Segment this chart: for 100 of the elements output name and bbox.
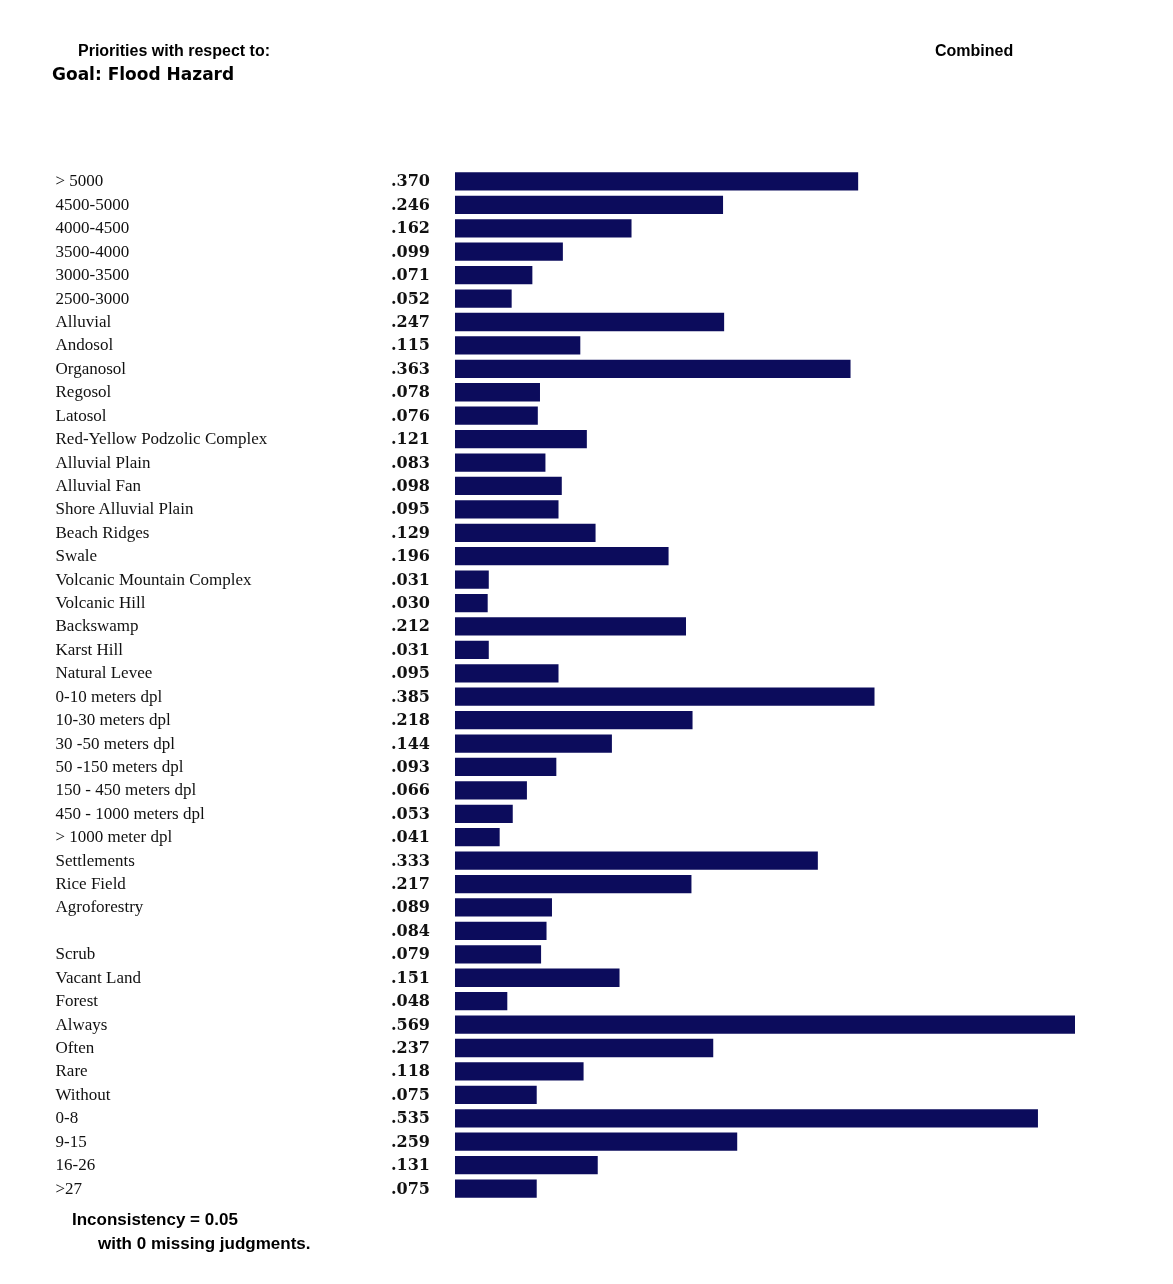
y-tick-label: Swale bbox=[55, 546, 98, 566]
y-tick-label: 30 -50 meters dpl bbox=[55, 733, 176, 753]
y-tick-label: 4500-5000 bbox=[55, 194, 130, 214]
data-label: .385 bbox=[391, 686, 430, 706]
y-tick-label: Alluvial bbox=[55, 311, 112, 331]
data-label: .151 bbox=[391, 967, 430, 987]
y-tick-label: Forest bbox=[55, 991, 99, 1011]
y-tick-label: 10-30 meters dpl bbox=[55, 710, 171, 730]
y-tick-label: 0-8 bbox=[55, 1108, 79, 1128]
y-tick-label: Volcanic Mountain Complex bbox=[55, 569, 253, 589]
data-label: .121 bbox=[391, 429, 430, 449]
y-tick-label: 0-10 meters dpl bbox=[55, 686, 163, 706]
data-label: .084 bbox=[391, 920, 430, 940]
bar bbox=[455, 1015, 1075, 1034]
data-label: .131 bbox=[391, 1155, 430, 1175]
y-tick-label: Volcanic Hill bbox=[55, 593, 146, 613]
text: Goal: Flood Hazard bbox=[52, 64, 235, 84]
data-label: .066 bbox=[391, 780, 430, 800]
y-tick-label: 9-15 bbox=[55, 1131, 87, 1151]
bar bbox=[455, 219, 632, 238]
bar bbox=[455, 1179, 537, 1198]
y-tick-label: Backswamp bbox=[55, 616, 139, 636]
data-label: .363 bbox=[391, 358, 430, 378]
bar bbox=[455, 1038, 714, 1058]
text: Combined bbox=[935, 42, 1014, 60]
y-tick-label: > 5000 bbox=[55, 171, 104, 191]
bar bbox=[455, 242, 563, 261]
data-label: .083 bbox=[391, 452, 430, 472]
bar bbox=[455, 593, 488, 613]
data-label: .099 bbox=[391, 241, 430, 261]
y-tick-label: 3000-3500 bbox=[55, 265, 130, 285]
bar bbox=[455, 359, 851, 378]
y-tick-label: Andosol bbox=[55, 335, 114, 355]
bar bbox=[455, 851, 818, 870]
bar bbox=[455, 172, 859, 191]
bar bbox=[455, 453, 546, 472]
bar bbox=[455, 992, 508, 1011]
y-tick-label: Often bbox=[55, 1038, 95, 1058]
y-tick-label: >27 bbox=[55, 1178, 83, 1198]
data-label: .095 bbox=[391, 499, 430, 519]
data-label: .370 bbox=[391, 171, 430, 191]
bar bbox=[455, 1085, 537, 1104]
bar bbox=[455, 547, 669, 566]
y-tick-label: Rare bbox=[55, 1061, 88, 1081]
data-label: .129 bbox=[391, 522, 430, 542]
y-tick-label: Beach Ridges bbox=[55, 522, 150, 542]
bar bbox=[455, 687, 875, 706]
y-tick-label: Alluvial Plain bbox=[55, 452, 151, 472]
y-tick-label: 16-26 bbox=[55, 1155, 96, 1175]
bar bbox=[455, 500, 559, 519]
bar bbox=[455, 1155, 598, 1175]
y-tick-label: Organosol bbox=[55, 358, 127, 378]
y-tick-label: Natural Levee bbox=[55, 663, 153, 683]
y-tick-label: Shore Alluvial Plain bbox=[55, 499, 194, 519]
bar bbox=[455, 828, 500, 847]
y-tick-label: 150 - 450 meters dpl bbox=[55, 780, 197, 800]
data-label: .259 bbox=[391, 1131, 430, 1151]
bar bbox=[455, 429, 587, 449]
bar bbox=[455, 874, 692, 894]
bar bbox=[455, 804, 513, 823]
data-label: .075 bbox=[391, 1178, 430, 1198]
bar bbox=[455, 1109, 1038, 1128]
y-tick-label: 2500-3000 bbox=[55, 288, 130, 308]
bar bbox=[455, 1132, 738, 1151]
y-tick-label: 450 - 1000 meters dpl bbox=[55, 803, 205, 823]
bar bbox=[455, 266, 533, 285]
data-label: .041 bbox=[391, 827, 430, 847]
y-tick-label: > 1000 meter dpl bbox=[55, 827, 173, 847]
data-label: .093 bbox=[391, 756, 430, 776]
bar bbox=[455, 945, 542, 964]
bar bbox=[455, 289, 512, 308]
data-label: .237 bbox=[391, 1038, 430, 1058]
data-label: .075 bbox=[391, 1084, 430, 1104]
bar bbox=[455, 1062, 584, 1081]
data-label: .196 bbox=[391, 546, 430, 566]
data-label: .089 bbox=[391, 897, 430, 917]
y-tick-label: Always bbox=[55, 1014, 108, 1034]
bar bbox=[455, 921, 547, 941]
y-tick-label: Rice Field bbox=[55, 874, 127, 894]
y-tick-label: 3500-4000 bbox=[55, 241, 130, 261]
bar bbox=[455, 570, 489, 589]
data-label: .078 bbox=[391, 382, 430, 402]
bar bbox=[455, 711, 693, 730]
y-tick-label: Red-Yellow Podzolic Complex bbox=[55, 429, 268, 449]
data-label: .569 bbox=[391, 1014, 430, 1034]
data-label: .071 bbox=[391, 265, 430, 285]
y-tick-label: Karst Hill bbox=[55, 639, 124, 659]
y-tick-label: Without bbox=[55, 1084, 111, 1104]
y-tick-label: 4000-4500 bbox=[55, 218, 130, 238]
bar bbox=[455, 383, 540, 402]
bar bbox=[455, 781, 527, 800]
data-label: .115 bbox=[391, 335, 430, 355]
data-label: .162 bbox=[391, 218, 430, 238]
data-label: .052 bbox=[391, 288, 430, 308]
bar bbox=[455, 617, 686, 636]
data-label: .212 bbox=[391, 616, 430, 636]
bar bbox=[455, 757, 557, 777]
data-label: .535 bbox=[391, 1108, 430, 1128]
bar bbox=[455, 195, 724, 215]
data-label: .079 bbox=[391, 944, 430, 964]
